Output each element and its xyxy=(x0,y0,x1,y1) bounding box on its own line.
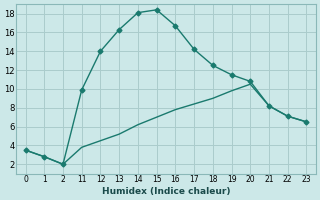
X-axis label: Humidex (Indice chaleur): Humidex (Indice chaleur) xyxy=(102,187,230,196)
